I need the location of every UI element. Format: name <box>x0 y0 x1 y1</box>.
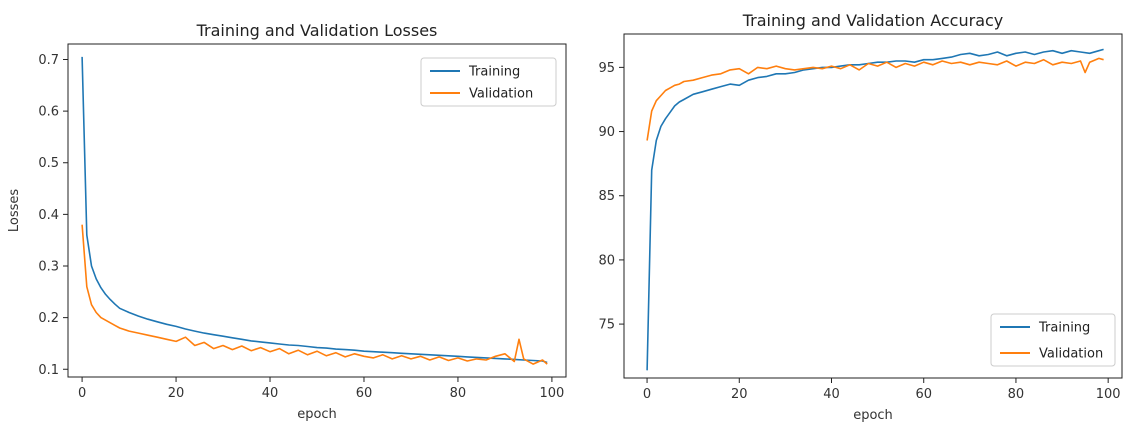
accuracy-y-tick-label: 75 <box>598 318 615 333</box>
accuracy-chart-title: Training and Validation Accuracy <box>742 11 1004 30</box>
losses-x-tick-label: 20 <box>168 386 185 401</box>
accuracy-x-tick-label: 80 <box>1008 387 1025 402</box>
accuracy-x-tick-label: 20 <box>731 387 748 402</box>
losses-series-training <box>81 56 548 364</box>
losses-y-tick-label: 0.5 <box>38 156 59 171</box>
accuracy-y-tick-label: 85 <box>598 189 615 204</box>
losses-plot-frame <box>67 43 567 378</box>
losses-chart: Training and Validation Losses 0 20 40 60 80 1… <box>7 21 567 422</box>
losses-x-tick-label: 40 <box>262 386 279 401</box>
losses-y-axis-label: Losses <box>7 189 22 233</box>
losses-series-validation <box>81 224 548 365</box>
accuracy-series-training <box>646 48 1104 371</box>
accuracy-x-axis-label: epoch <box>853 408 893 423</box>
accuracy-legend-label-validation: Validation <box>1039 347 1103 362</box>
accuracy-series-validation <box>646 57 1104 141</box>
losses-chart-title: Training and Validation Losses <box>196 21 438 40</box>
losses-legend-label-validation: Validation <box>469 87 533 102</box>
losses-x-tick-label: 0 <box>78 386 86 401</box>
losses-y-tick-label: 0.6 <box>38 105 59 120</box>
accuracy-y-tick-label: 90 <box>598 125 615 140</box>
losses-y-tick-label: 0.4 <box>38 208 59 223</box>
accuracy-x-tick-label: 0 <box>643 387 651 402</box>
accuracy-chart: Training and Validation Accuracy 0 20 40 60 8… <box>598 11 1123 423</box>
accuracy-plot-frame <box>623 33 1123 379</box>
accuracy-legend: Training Validation <box>990 313 1116 367</box>
losses-x-tick-label: 100 <box>539 386 564 401</box>
accuracy-x-tick-label: 100 <box>1096 387 1121 402</box>
losses-y-tick-label: 0.1 <box>38 363 59 378</box>
accuracy-y-tick-label: 95 <box>598 61 615 76</box>
losses-y-tick-label: 0.7 <box>38 53 59 68</box>
losses-y-tick-label: 0.2 <box>38 311 59 326</box>
losses-legend-label-training: Training <box>468 65 520 80</box>
losses-legend: Training Validation <box>420 57 557 107</box>
accuracy-legend-label-training: Training <box>1038 321 1090 336</box>
accuracy-x-tick-label: 60 <box>915 387 932 402</box>
accuracy-y-tick-label: 80 <box>598 253 615 268</box>
accuracy-x-tick-label: 40 <box>823 387 840 402</box>
losses-x-tick-label: 60 <box>356 386 373 401</box>
losses-x-tick-label: 80 <box>450 386 467 401</box>
losses-y-tick-label: 0.3 <box>38 260 59 275</box>
losses-x-axis-label: epoch <box>297 407 337 422</box>
